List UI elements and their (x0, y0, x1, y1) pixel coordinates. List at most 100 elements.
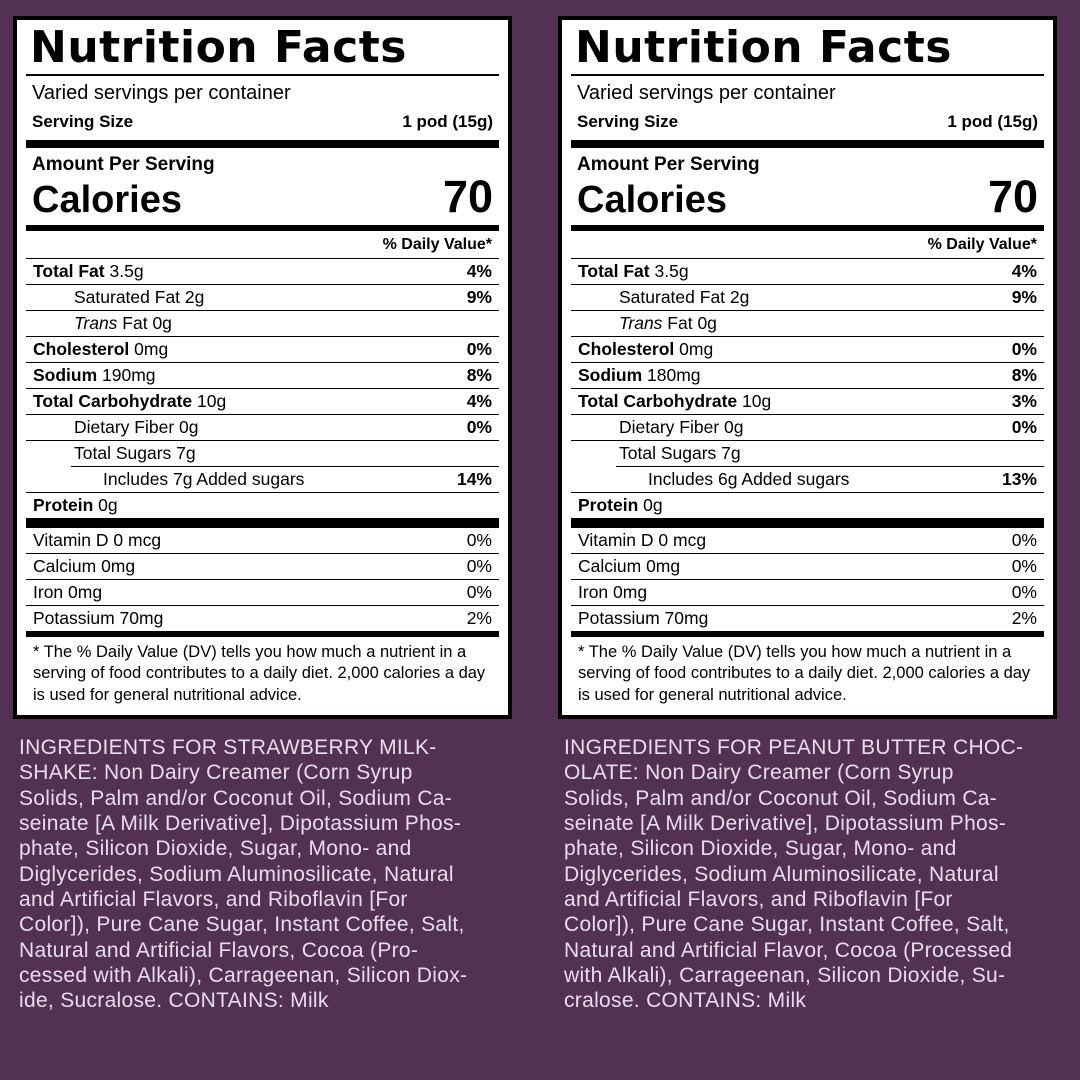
calories-row: Calories 70 (26, 174, 499, 225)
nutrient-name: Potassium 70mg (33, 608, 164, 629)
nutrient-amount: 10g (192, 391, 227, 412)
nutrient-name: Cholesterol (33, 339, 130, 360)
nutrient-name: Vitamin D 0 mcg (33, 530, 162, 551)
nutrient-name: Includes 7g Added sugars (103, 469, 305, 490)
daily-value: 9% (1011, 287, 1037, 308)
nutrient-row-total-carbohydrate: Total Carbohydrate 10g 4% (26, 387, 499, 414)
nutrient-name: Includes 6g Added sugars (648, 469, 850, 490)
daily-value: 13% (1001, 469, 1037, 490)
thick-bar (571, 139, 1044, 148)
daily-value-footnote: * The % Daily Value (DV) tells you how m… (33, 642, 486, 704)
daily-value-header: % Daily Value* (382, 235, 492, 253)
nutrient-amount: 190mg (97, 365, 156, 386)
panel-title: Nutrition Facts (30, 22, 407, 73)
micronutrient-row-potassium: Potassium 70mg 2% (26, 604, 499, 631)
micronutrient-row-calcium: Calcium 0mg 0% (26, 552, 499, 579)
servings-per-container: Varied servings per container (32, 81, 291, 104)
added-sugars-divider (616, 465, 1044, 467)
nutrient-row-dietary-fiber: Dietary Fiber 0g 0% (571, 413, 1044, 440)
nutrient-name: Saturated Fat 2g (619, 287, 750, 308)
nutrient-row-added-sugars: Includes 7g Added sugars 14% (26, 467, 499, 492)
daily-value-header: % Daily Value* (927, 235, 1037, 253)
nutrient-amount: 0mg (129, 339, 169, 360)
nutrient-name: Sodium (33, 365, 98, 386)
daily-value: 8% (466, 365, 492, 386)
nutrient-amount: 3.5g (104, 261, 144, 282)
daily-value: 0% (1011, 582, 1037, 603)
nutrient-name-italic: Trans (619, 313, 663, 334)
added-sugars-divider (71, 465, 499, 467)
daily-value: 14% (456, 469, 492, 490)
column-strawberry-milkshake: Nutrition Facts Varied servings per cont… (13, 16, 512, 1013)
daily-value: 0% (1011, 417, 1037, 438)
micronutrient-row-iron: Iron 0mg 0% (26, 578, 499, 605)
amount-per-serving-label: Amount Per Serving (577, 153, 760, 175)
serving-size-label: Serving Size (32, 111, 134, 131)
nutrition-facts-panel: Nutrition Facts Varied servings per cont… (13, 16, 512, 720)
nutrient-name: Potassium 70mg (578, 608, 709, 629)
nutrient-amount: 10g (737, 391, 772, 412)
nutrient-amount: Fat 0g (662, 313, 717, 334)
ingredients-text-peanut-butter-chocolate: INGREDIENTS FOR PEANUT BUTTER CHOC- OLAT… (564, 736, 1024, 1013)
thick-bar (26, 139, 499, 148)
nutrient-row-added-sugars: Includes 6g Added sugars 13% (571, 467, 1044, 492)
amount-per-serving-label: Amount Per Serving (32, 153, 215, 175)
nutrient-name: Dietary Fiber 0g (74, 417, 199, 438)
nutrient-name: Iron 0mg (578, 582, 648, 603)
divider (26, 73, 499, 76)
nutrient-row-total-fat: Total Fat 3.5g 4% (571, 257, 1044, 284)
serving-size-label: Serving Size (577, 111, 679, 131)
serving-size-row: Serving Size 1 pod (15g) (571, 105, 1044, 140)
nutrient-row-total-sugars: Total Sugars 7g (26, 439, 499, 466)
nutrient-row-total-fat: Total Fat 3.5g 4% (26, 257, 499, 284)
medium-bar (571, 630, 1044, 637)
daily-value: 3% (1011, 391, 1037, 412)
serving-size-row: Serving Size 1 pod (15g) (26, 105, 499, 140)
nutrition-facts-panel: Nutrition Facts Varied servings per cont… (558, 16, 1057, 720)
daily-value: 2% (466, 608, 492, 629)
medium-bar (571, 224, 1044, 231)
column-peanut-butter-chocolate: Nutrition Facts Varied servings per cont… (558, 16, 1057, 1013)
nutrient-amount: 0g (638, 495, 663, 516)
servings-per-container: Varied servings per container (577, 81, 836, 104)
daily-value: 4% (1011, 261, 1037, 282)
nutrient-row-saturated-fat: Saturated Fat 2g 9% (26, 283, 499, 310)
daily-value: 0% (466, 556, 492, 577)
medium-bar (26, 630, 499, 637)
micronutrient-row-calcium: Calcium 0mg 0% (571, 552, 1044, 579)
nutrient-amount: 0mg (674, 339, 714, 360)
nutrient-amount: 180mg (642, 365, 701, 386)
calories-value: 70 (987, 170, 1038, 222)
panel-title: Nutrition Facts (575, 22, 952, 73)
calories-label: Calories (32, 178, 182, 221)
daily-value: 0% (466, 530, 492, 551)
nutrient-name: Total Fat (578, 261, 650, 282)
daily-value: 0% (1011, 530, 1037, 551)
nutrient-name: Protein (578, 495, 639, 516)
nutrient-row-saturated-fat: Saturated Fat 2g 9% (571, 283, 1044, 310)
nutrient-row-total-carbohydrate: Total Carbohydrate 10g 3% (571, 387, 1044, 414)
serving-size-value: 1 pod (15g) (947, 111, 1038, 131)
nutrient-name: Vitamin D 0 mcg (578, 530, 707, 551)
daily-value: 4% (466, 261, 492, 282)
nutrient-row-protein: Protein 0g (571, 491, 1044, 518)
nutrient-row-sodium: Sodium 180mg 8% (571, 361, 1044, 388)
nutrient-name-italic: Trans (74, 313, 118, 334)
nutrient-amount: 0g (93, 495, 118, 516)
daily-value: 8% (1011, 365, 1037, 386)
calories-label: Calories (577, 178, 727, 221)
nutrient-row-trans-fat: Trans Fat 0g (26, 309, 499, 336)
daily-value: 0% (1011, 339, 1037, 360)
nutrient-row-sodium: Sodium 190mg 8% (26, 361, 499, 388)
micronutrient-row-potassium: Potassium 70mg 2% (571, 604, 1044, 631)
medium-bar (26, 224, 499, 231)
nutrient-name: Total Carbohydrate (578, 391, 738, 412)
nutrient-name: Total Fat (33, 261, 105, 282)
nutrient-name: Iron 0mg (33, 582, 103, 603)
nutrient-name: Calcium 0mg (578, 556, 681, 577)
serving-size-value: 1 pod (15g) (402, 111, 493, 131)
nutrient-name: Total Sugars 7g (619, 443, 741, 464)
daily-value: 0% (1011, 556, 1037, 577)
nutrient-name: Protein (33, 495, 94, 516)
thick-bar (571, 517, 1044, 528)
